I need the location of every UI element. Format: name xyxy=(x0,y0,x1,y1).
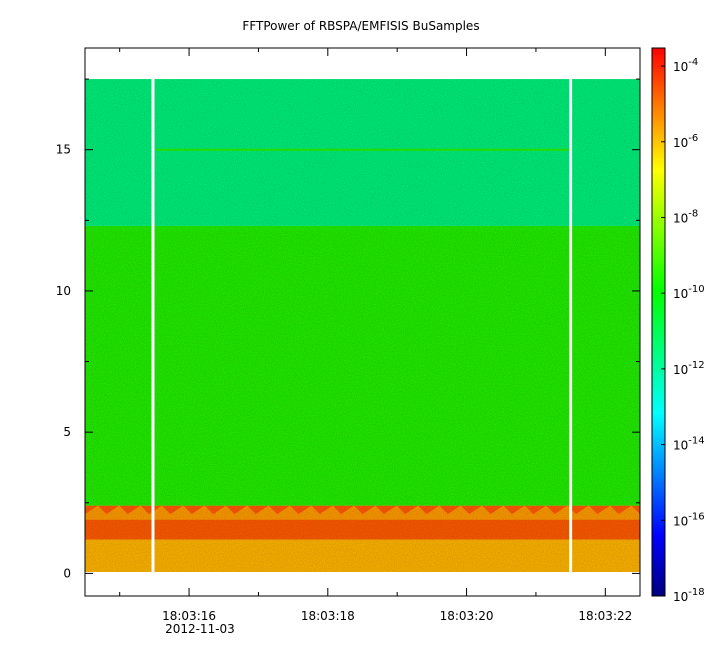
colorbar: 10-4 10-6 10-8 10-10 10-12 10-14 10-16 10-18 xyxy=(651,47,705,604)
y-tick-label: 5 xyxy=(63,425,71,439)
colorbar-tick-label: 10-12 xyxy=(673,360,705,377)
y-tick-label: 10 xyxy=(56,284,71,298)
colorbar-tick-label: 10-10 xyxy=(673,284,705,301)
x-tick-label: 18:03:20 xyxy=(440,609,494,623)
plot-frame xyxy=(84,47,641,597)
x-axis: 18:03:16 18:03:18 18:03:20 18:03:22 2012-11-… xyxy=(119,48,632,636)
colorbar-tick-label: 10-14 xyxy=(673,436,705,453)
colorbar-tick-label: 10-6 xyxy=(673,133,698,150)
data-gap xyxy=(151,78,155,573)
chart-title: FFTPower of RBSPA/EMFISIS BuSamples xyxy=(242,19,479,33)
x-date-label: 2012-11-03 xyxy=(165,622,235,636)
x-tick-label: 18:03:18 xyxy=(301,609,355,623)
y-tick-label: 0 xyxy=(63,566,71,580)
data-gap xyxy=(569,78,573,573)
colorbar-tick-label: 10-4 xyxy=(673,57,698,74)
plot-border xyxy=(84,47,641,597)
colorbar-tick-label: 10-16 xyxy=(673,511,705,528)
texture-overlay xyxy=(85,79,640,572)
y-tick-label: 15 xyxy=(56,143,71,157)
colorbar-tick-label: 10-8 xyxy=(673,208,698,225)
x-tick-label: 18:03:22 xyxy=(578,609,632,623)
colorbar-scale xyxy=(651,47,666,597)
spectrogram-image xyxy=(85,78,640,573)
colorbar-tick-label: 10-18 xyxy=(673,587,705,604)
y-axis: 0 5 10 15 xyxy=(56,78,640,580)
x-tick-label: 18:03:16 xyxy=(162,609,216,623)
